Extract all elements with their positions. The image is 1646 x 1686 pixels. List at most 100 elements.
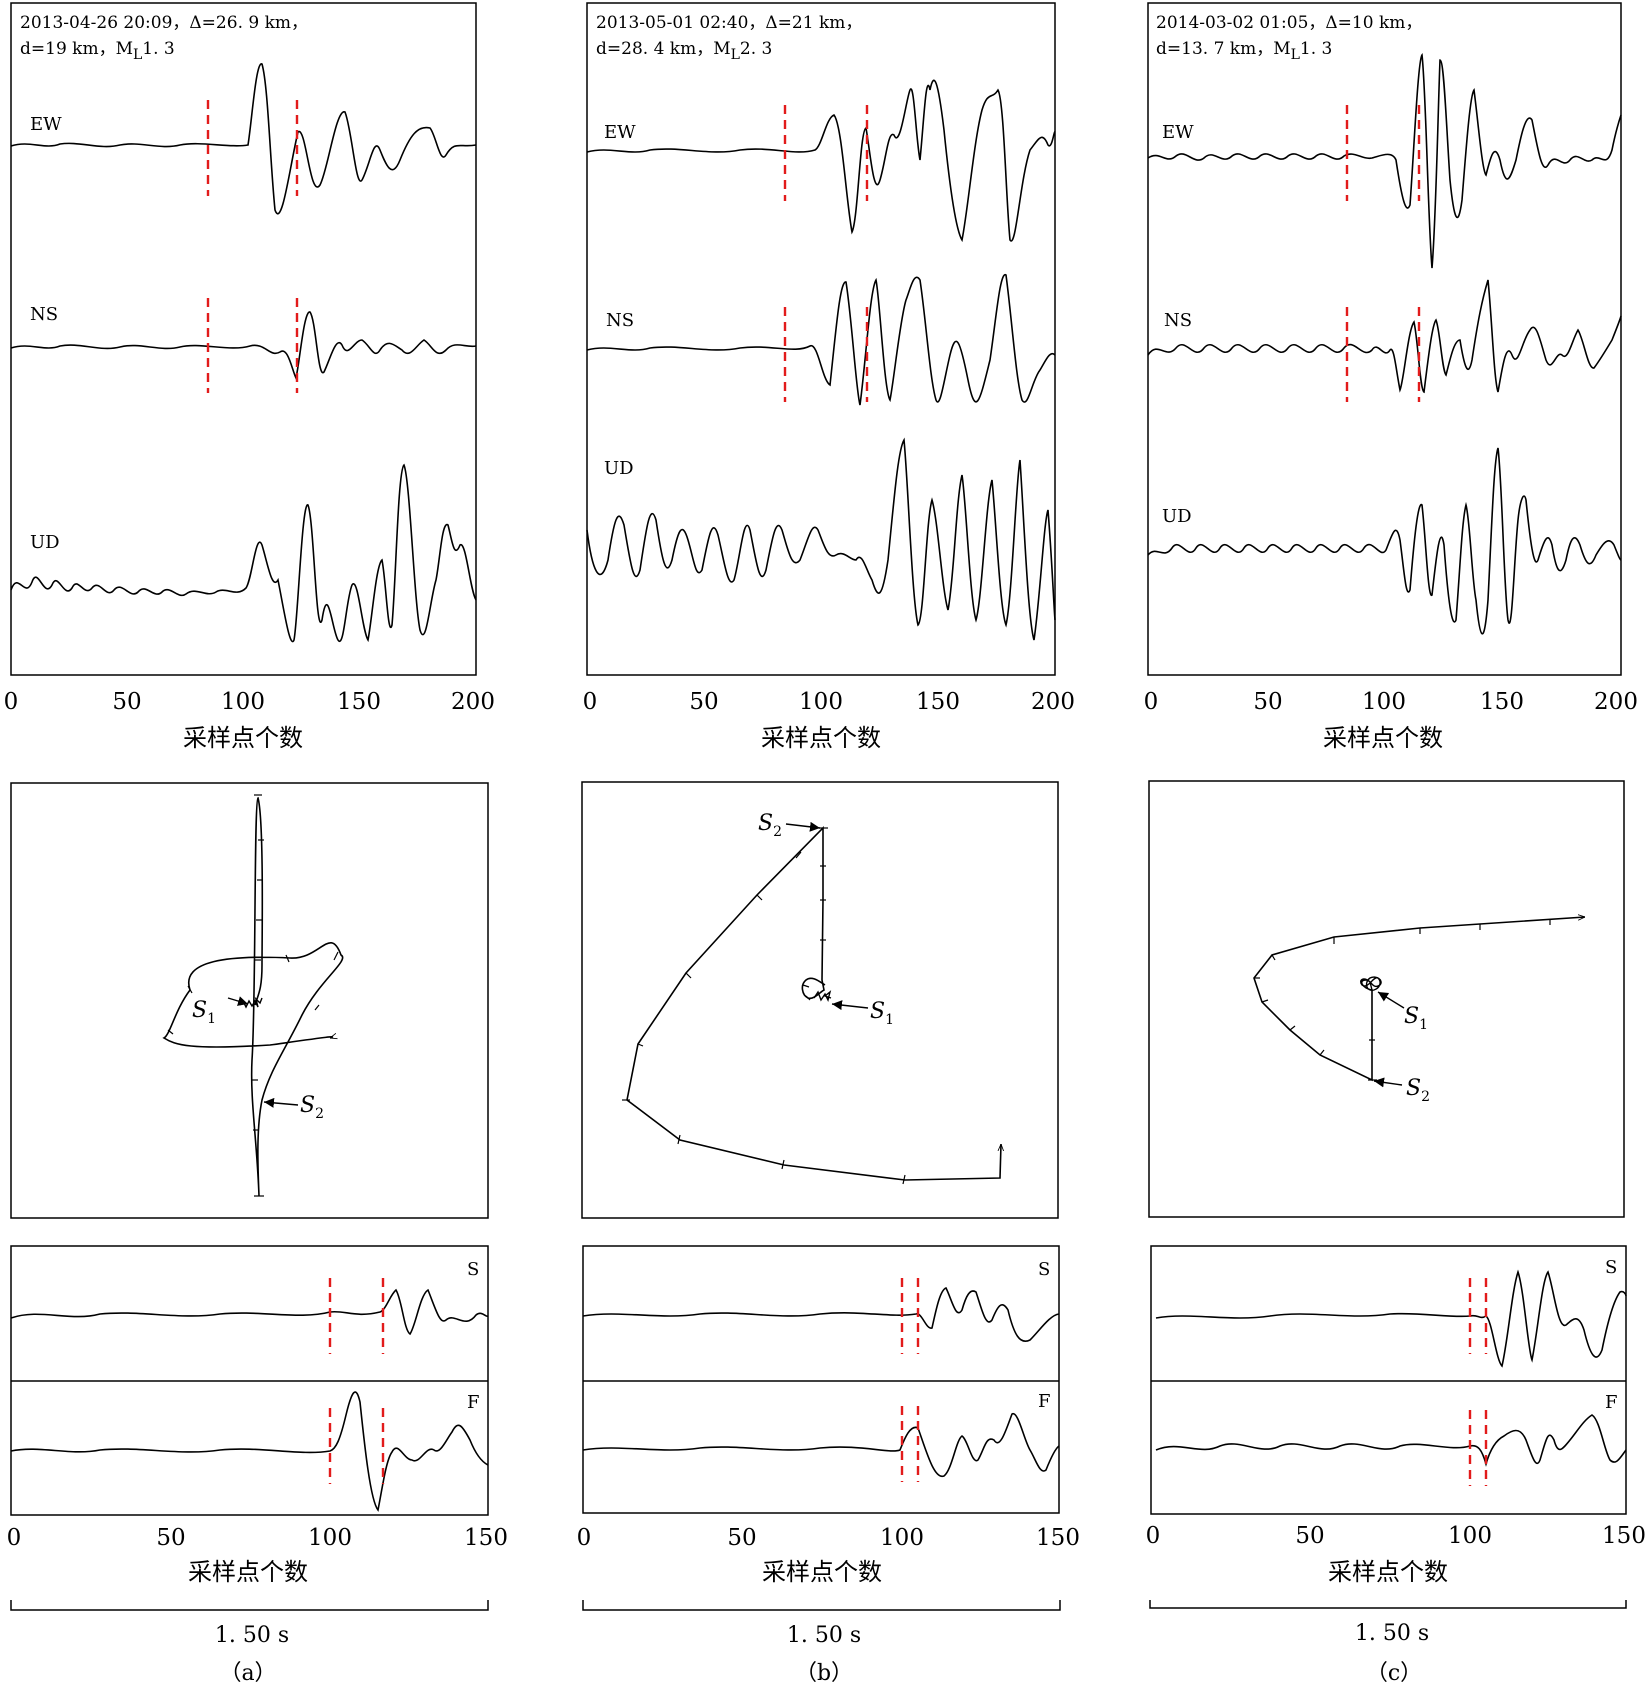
hodogram-ticks	[622, 827, 906, 1185]
hodogram-trajectory	[1253, 917, 1585, 1082]
trace-s	[582, 1287, 1060, 1342]
s1-pointer	[831, 1000, 869, 1011]
rotated-label-s: S	[467, 1259, 479, 1280]
duration-bracket	[582, 1600, 1061, 1611]
s1-pointer	[1377, 991, 1405, 1009]
s1-label: S1	[870, 999, 894, 1028]
tick-label: 150	[464, 1525, 508, 1551]
tick-label: 200	[1594, 689, 1638, 715]
rotated-label-s: S	[1038, 1259, 1050, 1280]
s1-label: S1	[1404, 1004, 1428, 1033]
component-label-ud: UD	[30, 532, 60, 553]
hodogram-trajectory	[626, 826, 1001, 1181]
hodogram-s1-squiggle	[813, 990, 832, 1003]
panel-label-a: （a）	[219, 1661, 276, 1686]
tick-label: 150	[1602, 1523, 1646, 1549]
hodogram-ticks	[167, 794, 339, 1197]
panel-a: 2013-04-26 20:09，Δ=26. 9 km， d=19 km，ML1…	[4, 2, 508, 1686]
component-label-ud: UD	[1162, 506, 1192, 527]
trace-f	[582, 1413, 1060, 1477]
tick-label: 0	[583, 689, 598, 715]
waveform-frame	[586, 2, 1056, 676]
s2-pointer	[263, 1097, 299, 1108]
x-ticks-bottom: 0 50 100 150	[577, 1525, 1080, 1551]
x-axis-label: 采样点个数	[762, 1558, 882, 1586]
x-axis-label: 采样点个数	[1323, 724, 1443, 752]
s2-pointer	[1373, 1077, 1403, 1088]
component-label-ew: EW	[1162, 122, 1194, 143]
duration-label: 1. 50 s	[1355, 1621, 1429, 1646]
hodogram-ticks	[1254, 919, 1551, 1081]
rotated-frame	[1150, 1245, 1627, 1515]
panel-c: 2014-03-02 01:05，Δ=10 km， d=13. 7 km，ML1…	[1144, 2, 1646, 1686]
trace-ns	[10, 311, 477, 381]
tick-label: 150	[916, 689, 960, 715]
trace-f	[1155, 1414, 1627, 1467]
trace-s	[10, 1288, 489, 1336]
tick-label: 50	[689, 689, 718, 715]
s2-pointer	[785, 821, 821, 832]
component-label-ud: UD	[604, 458, 634, 479]
duration-label: 1. 50 s	[215, 1623, 289, 1648]
tick-label: 50	[727, 1525, 756, 1551]
hodogram-frame	[10, 782, 489, 1219]
tick-label: 100	[308, 1525, 352, 1551]
tick-label: 100	[880, 1525, 924, 1551]
tick-label: 0	[577, 1525, 592, 1551]
event-header-line1: 2014-03-02 01:05，Δ=10 km，	[1156, 13, 1422, 33]
x-axis-label: 采样点个数	[1328, 1558, 1448, 1586]
rotated-label-f: F	[1038, 1391, 1051, 1412]
trace-ud	[10, 463, 477, 643]
trace-f	[10, 1391, 489, 1512]
hodogram-s1-squiggle	[1360, 976, 1382, 991]
trace-ew	[586, 79, 1056, 243]
x-axis-label: 采样点个数	[761, 724, 881, 752]
s1-label: S1	[192, 998, 216, 1027]
rotated-frame	[582, 1245, 1060, 1514]
event-header-line2: d=28. 4 km，ML2. 3	[596, 39, 772, 63]
event-header-line2: d=19 km，ML1. 3	[20, 39, 175, 63]
trace-ns	[586, 274, 1056, 406]
trace-s	[1155, 1269, 1627, 1368]
tick-label: 200	[1031, 689, 1075, 715]
s2-label: S2	[300, 1093, 324, 1122]
rotated-label-s: S	[1605, 1257, 1617, 1278]
tick-label: 100	[1362, 689, 1406, 715]
tick-label: 50	[1253, 689, 1282, 715]
panel-label-b: （b）	[795, 1661, 853, 1686]
s1-pointer	[227, 996, 249, 1006]
component-label-ew: EW	[604, 122, 636, 143]
x-axis-label: 采样点个数	[188, 1558, 308, 1586]
tick-label: 100	[1448, 1523, 1492, 1549]
panel-label-c: （c）	[1366, 1661, 1422, 1686]
component-label-ns: NS	[606, 310, 634, 331]
tick-label: 100	[221, 689, 265, 715]
component-label-ns: NS	[1164, 310, 1192, 331]
waveform-frame	[10, 2, 477, 676]
tick-label: 0	[1146, 1523, 1161, 1549]
tick-label: 100	[799, 689, 843, 715]
x-ticks-bottom: 0 50 100 150	[7, 1525, 508, 1551]
tick-label: 150	[1480, 689, 1524, 715]
panel-b: 2013-05-01 02:40，Δ=21 km， d=28. 4 km，ML2…	[577, 2, 1080, 1686]
trace-ud	[1147, 447, 1622, 635]
hodogram-frame	[581, 781, 1059, 1219]
tick-label: 50	[156, 1525, 185, 1551]
waveform-frame	[1147, 2, 1622, 676]
x-ticks-top: 0 50 100 150 200	[4, 689, 495, 715]
x-axis-label: 采样点个数	[183, 724, 303, 752]
tick-label: 50	[112, 689, 141, 715]
s2-label: S2	[1406, 1076, 1430, 1105]
trace-ew	[10, 63, 477, 215]
event-header-line2: d=13. 7 km，ML1. 3	[1156, 39, 1332, 63]
tick-label: 50	[1295, 1523, 1324, 1549]
tick-label: 0	[7, 1525, 22, 1551]
hodogram-trajectory	[162, 796, 344, 1197]
tick-label: 0	[1144, 689, 1159, 715]
tick-label: 200	[451, 689, 495, 715]
rotated-label-f: F	[467, 1392, 480, 1413]
duration-bracket	[10, 1600, 489, 1611]
event-header-line1: 2013-04-26 20:09，Δ=26. 9 km，	[20, 13, 308, 33]
x-ticks-top: 0 50 100 150 200	[1144, 689, 1638, 715]
